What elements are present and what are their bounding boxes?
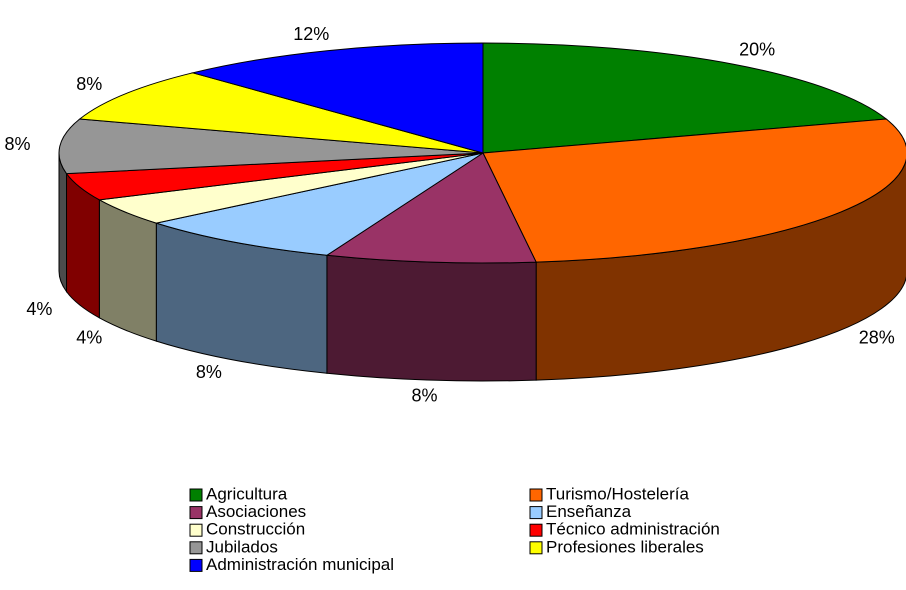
legend-label: Enseñanza <box>546 502 632 521</box>
slice-side <box>58 152 68 294</box>
slice-side <box>98 198 157 342</box>
legend-label: Agricultura <box>206 484 288 503</box>
data-label: 4% <box>76 328 102 348</box>
legend-label: Jubilados <box>206 537 278 556</box>
data-label: 4% <box>26 299 52 319</box>
data-label: 28% <box>859 328 895 348</box>
legend-swatch <box>529 488 543 502</box>
data-label: 20% <box>739 39 775 59</box>
slice <box>190 42 484 154</box>
legend-label: Asociaciones <box>206 502 306 521</box>
legend-label: Administración municipal <box>206 555 394 574</box>
data-label: 8% <box>412 385 438 405</box>
legend-swatch <box>529 541 543 555</box>
slice <box>325 152 537 264</box>
data-label: 8% <box>196 362 222 382</box>
data-label: 8% <box>76 74 102 94</box>
legend-label: Construcción <box>206 520 305 539</box>
legend-swatch <box>189 488 203 502</box>
legend-label: Profesiones liberales <box>546 537 704 556</box>
slice <box>78 72 484 154</box>
legend-swatch <box>189 523 203 537</box>
legend-swatch <box>529 506 543 520</box>
slice-side <box>326 254 537 382</box>
slice <box>482 42 888 154</box>
legend-label: Técnico administración <box>546 520 720 539</box>
legend-swatch <box>529 523 543 537</box>
data-label: 8% <box>5 134 31 154</box>
slice <box>58 118 484 175</box>
legend-swatch <box>189 541 203 555</box>
legend-swatch <box>189 506 203 520</box>
legend-label: Turismo/Hostelería <box>546 484 690 503</box>
legend-swatch <box>189 558 203 572</box>
data-label: 12% <box>293 24 329 44</box>
slice <box>154 152 484 256</box>
